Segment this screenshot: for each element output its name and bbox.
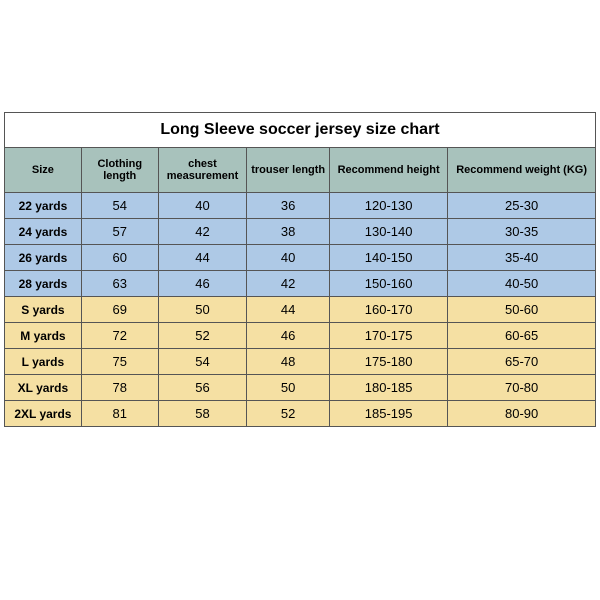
table-row: 2XL yards815852185-19580-90: [5, 401, 596, 427]
value-cell: 38: [247, 219, 330, 245]
table-title: Long Sleeve soccer jersey size chart: [5, 113, 596, 148]
table-row: M yards725246170-17560-65: [5, 323, 596, 349]
value-cell: 35-40: [448, 245, 596, 271]
table-row: 22 yards544036120-13025-30: [5, 193, 596, 219]
value-cell: 175-180: [330, 349, 448, 375]
table-body: 22 yards544036120-13025-3024 yards574238…: [5, 193, 596, 427]
value-cell: 42: [247, 271, 330, 297]
value-cell: 60: [81, 245, 158, 271]
value-cell: 72: [81, 323, 158, 349]
value-cell: 60-65: [448, 323, 596, 349]
value-cell: 54: [158, 349, 247, 375]
value-cell: 40: [247, 245, 330, 271]
size-cell: 22 yards: [5, 193, 82, 219]
value-cell: 50: [247, 375, 330, 401]
table-row: 24 yards574238130-14030-35: [5, 219, 596, 245]
value-cell: 44: [247, 297, 330, 323]
col-header: Recommend weight (KG): [448, 148, 596, 193]
size-cell: 26 yards: [5, 245, 82, 271]
table-row: 26 yards604440140-15035-40: [5, 245, 596, 271]
col-header: Recommend height: [330, 148, 448, 193]
value-cell: 78: [81, 375, 158, 401]
table-row: L yards755448175-18065-70: [5, 349, 596, 375]
value-cell: 50: [158, 297, 247, 323]
col-header: trouser length: [247, 148, 330, 193]
value-cell: 160-170: [330, 297, 448, 323]
table-row: XL yards785650180-18570-80: [5, 375, 596, 401]
value-cell: 81: [81, 401, 158, 427]
value-cell: 25-30: [448, 193, 596, 219]
value-cell: 42: [158, 219, 247, 245]
value-cell: 46: [247, 323, 330, 349]
value-cell: 170-175: [330, 323, 448, 349]
size-cell: 24 yards: [5, 219, 82, 245]
value-cell: 57: [81, 219, 158, 245]
value-cell: 56: [158, 375, 247, 401]
size-cell: 28 yards: [5, 271, 82, 297]
value-cell: 69: [81, 297, 158, 323]
title-row: Long Sleeve soccer jersey size chart: [5, 113, 596, 148]
value-cell: 65-70: [448, 349, 596, 375]
value-cell: 40-50: [448, 271, 596, 297]
value-cell: 185-195: [330, 401, 448, 427]
value-cell: 130-140: [330, 219, 448, 245]
value-cell: 40: [158, 193, 247, 219]
value-cell: 48: [247, 349, 330, 375]
value-cell: 52: [247, 401, 330, 427]
col-header: chest measurement: [158, 148, 247, 193]
header-row: SizeClothing lengthchest measurementtrou…: [5, 148, 596, 193]
value-cell: 70-80: [448, 375, 596, 401]
value-cell: 46: [158, 271, 247, 297]
size-cell: 2XL yards: [5, 401, 82, 427]
value-cell: 80-90: [448, 401, 596, 427]
value-cell: 120-130: [330, 193, 448, 219]
value-cell: 54: [81, 193, 158, 219]
value-cell: 30-35: [448, 219, 596, 245]
size-chart-table: Long Sleeve soccer jersey size chart Siz…: [4, 112, 596, 427]
table-row: S yards695044160-17050-60: [5, 297, 596, 323]
value-cell: 50-60: [448, 297, 596, 323]
table-row: 28 yards634642150-16040-50: [5, 271, 596, 297]
size-cell: S yards: [5, 297, 82, 323]
value-cell: 36: [247, 193, 330, 219]
size-cell: M yards: [5, 323, 82, 349]
value-cell: 180-185: [330, 375, 448, 401]
value-cell: 44: [158, 245, 247, 271]
col-header: Size: [5, 148, 82, 193]
value-cell: 52: [158, 323, 247, 349]
size-cell: L yards: [5, 349, 82, 375]
value-cell: 58: [158, 401, 247, 427]
size-cell: XL yards: [5, 375, 82, 401]
value-cell: 75: [81, 349, 158, 375]
value-cell: 140-150: [330, 245, 448, 271]
col-header: Clothing length: [81, 148, 158, 193]
value-cell: 63: [81, 271, 158, 297]
value-cell: 150-160: [330, 271, 448, 297]
